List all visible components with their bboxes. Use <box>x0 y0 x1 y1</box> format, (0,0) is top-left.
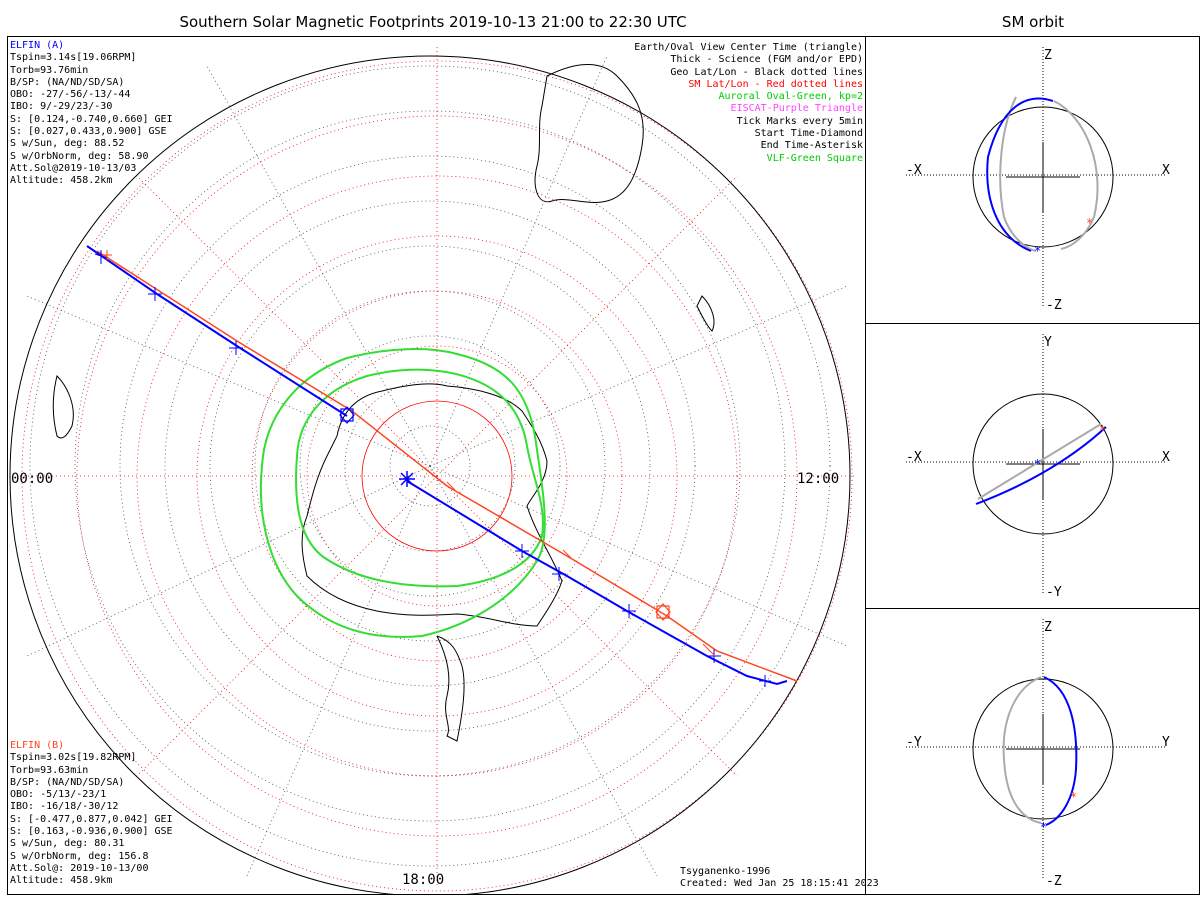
elfin-b-line: Altitude: 458.9km <box>10 875 113 887</box>
legend: Earth/Oval View Center Time (triangle) T… <box>634 42 863 165</box>
polar-map: 00:00 12:00 18:00 <box>9 46 857 894</box>
model-credit: Tsyganenko-1996 <box>680 866 771 877</box>
orbit-panel-xy: Y -Y -X X * * <box>906 334 1170 600</box>
orbit-panel-yz: Z -Z -Y Y * * <box>906 619 1170 889</box>
elfin-a-line: Torb=93.76min <box>10 64 89 76</box>
orbit-panel-divider <box>865 323 1200 324</box>
elfin-a-line: S: [0.027,0.433,0.900] GSE <box>10 126 167 138</box>
elfin-a-start-diamond <box>339 406 355 424</box>
elfin-a-end-asterisk <box>399 471 415 487</box>
elfin-b-line: S w/OrbNorm, deg: 156.8 <box>10 850 149 862</box>
africa-coastline <box>52 375 74 439</box>
svg-text:Z: Z <box>1044 620 1052 635</box>
new-zealand-coastline <box>696 295 715 332</box>
svg-text:-Y: -Y <box>906 735 922 750</box>
time-label-right: 12:00 <box>797 471 839 487</box>
elfin-a-line: B/SP: (NA/ND/SD/SA) <box>10 76 125 88</box>
elfin-a-track <box>86 245 348 417</box>
elfin-b-line: S: [0.163,-0.936,0.900] GSE <box>10 826 173 838</box>
elfin-a-line: Att.Sol@2019-10-13/03 <box>10 162 137 174</box>
elfin-b-line: Torb=93.63min <box>10 764 89 776</box>
svg-text:*: * <box>1040 820 1047 834</box>
page-title: Southern Solar Magnetic Footprints 2019-… <box>179 13 687 31</box>
australia-coastline <box>534 63 644 203</box>
elfin-a-line: Altitude: 458.2km <box>10 175 113 187</box>
svg-text:-X: -X <box>906 450 922 465</box>
created-timestamp: Created: Wed Jan 25 18:15:41 2023 <box>680 878 879 890</box>
elfin-b-line: Tspin=3.02s[19.82RPM] <box>10 752 137 764</box>
elfin-a-track-2 <box>406 480 788 686</box>
svg-text:-Z: -Z <box>1046 298 1062 313</box>
elfin-b-line: OBO: -5/13/-23/1 <box>10 789 107 801</box>
elfin-a-line: S: [0.124,-0.740,0.660] GEI <box>10 113 173 125</box>
svg-text:Z: Z <box>1044 48 1052 63</box>
elfin-a-line: S w/Sun, deg: 88.52 <box>10 138 125 150</box>
orbit-panel-title: SM orbit <box>1001 13 1065 31</box>
geo-longitude-lines <box>26 55 848 877</box>
elfin-b-line: IBO: -16/18/-30/12 <box>10 801 119 813</box>
elfin-a-line: IBO: 9/-29/23/-30 <box>10 101 113 113</box>
legend-item: Auroral Oval-Green, kp=2 <box>718 91 864 103</box>
svg-text:Y: Y <box>1162 735 1170 750</box>
svg-text:*: * <box>1099 423 1106 437</box>
elfin-a-tick-marks <box>94 250 771 687</box>
elfin-a-line: Tspin=3.14s[19.06RPM] <box>10 52 137 64</box>
time-label-left: 00:00 <box>11 471 53 487</box>
elfin-b-line: S w/Sun, deg: 80.31 <box>10 838 125 850</box>
earth-limb <box>9 55 851 894</box>
legend-item: Thick - Science (FGM and/or EPD) <box>670 54 863 66</box>
elfin-b-start-diamond <box>655 603 671 621</box>
elfin-b-line: B/SP: (NA/ND/SD/SA) <box>10 776 125 788</box>
legend-item: Geo Lat/Lon - Black dotted lines <box>670 66 863 78</box>
legend-item: Earth/Oval View Center Time (triangle) <box>634 42 863 53</box>
elfin-b-track <box>96 250 798 682</box>
elfin-a-info: ELFIN (A) Tspin=3.14s[19.06RPM] Torb=93.… <box>10 40 173 188</box>
svg-text:X: X <box>1162 163 1170 178</box>
legend-item: EISCAT-Purple Triangle <box>730 103 863 115</box>
svg-text:*: * <box>1086 216 1093 230</box>
svg-text:-X: -X <box>906 163 922 178</box>
south-america-coastline <box>436 635 465 742</box>
elfin-a-line: OBO: -27/-56/-13/-44 <box>10 89 131 101</box>
time-label-bottom: 18:00 <box>402 872 444 888</box>
orbit-panel-xz: Z -Z -X X * * <box>906 47 1170 313</box>
legend-item: Tick Marks every 5min <box>736 115 863 127</box>
elfin-b-name: ELFIN (B) <box>10 740 65 751</box>
svg-text:Y: Y <box>1044 335 1052 350</box>
elfin-b-info: ELFIN (B) Tspin=3.02s[19.82RPM] Torb=93.… <box>10 740 173 888</box>
elfin-b-line: S: [-0.477,0.877,0.042] GEI <box>10 813 173 825</box>
legend-item: End Time-Asterisk <box>760 140 863 152</box>
svg-text:-Z: -Z <box>1046 874 1062 889</box>
legend-item: SM Lat/Lon - Red dotted lines <box>688 78 863 90</box>
orbit-panel-divider <box>865 608 1200 609</box>
credit: Tsyganenko-1996 Created: Wed Jan 25 18:1… <box>680 866 879 891</box>
svg-text:-Y: -Y <box>1046 585 1062 600</box>
svg-text:*: * <box>1034 457 1041 471</box>
svg-text:*: * <box>1034 244 1041 258</box>
auroral-oval-inner <box>295 368 544 588</box>
elfin-a-line: S w/OrbNorm, deg: 58.90 <box>10 150 149 162</box>
legend-item: Start Time-Diamond <box>754 128 863 140</box>
svg-text:X: X <box>1162 450 1170 465</box>
antarctica-coastline <box>301 383 563 627</box>
elfin-a-name: ELFIN (A) <box>10 40 65 51</box>
elfin-b-end-asterisk <box>102 250 112 260</box>
elfin-b-tick-marks <box>446 481 716 657</box>
auroral-oval-outer <box>259 348 546 638</box>
legend-item: VLF-Green Square <box>766 152 863 164</box>
elfin-b-line: Att.Sol@: 2019-10-13/00 <box>10 862 149 874</box>
svg-text:*: * <box>1070 790 1077 804</box>
sm-longitude-lines <box>17 46 857 886</box>
